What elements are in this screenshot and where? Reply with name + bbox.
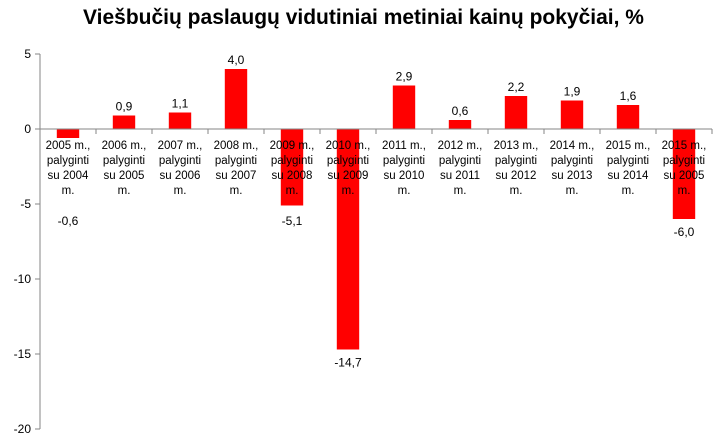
category-label: su 2012: [496, 170, 537, 182]
category-label: palyginti: [47, 155, 89, 167]
category-label: palyginti: [383, 155, 425, 167]
category-label: palyginti: [103, 155, 145, 167]
category-label: m.: [454, 185, 467, 197]
bar: [224, 69, 248, 129]
data-label: 1,9: [564, 85, 581, 99]
data-label: -5,1: [282, 214, 303, 228]
category-label: 2015 m.,: [606, 140, 651, 152]
y-tick-label: -10: [14, 272, 32, 286]
data-label: 1,6: [620, 89, 637, 103]
category-label: 2008 m.,: [214, 140, 259, 152]
category-label: palyginti: [663, 155, 705, 167]
data-label: 1,1: [172, 97, 189, 111]
bar: [168, 112, 192, 129]
category-label: 2007 m.,: [158, 140, 203, 152]
category-label: su 2009: [328, 170, 369, 182]
y-tick-label: -20: [14, 422, 32, 436]
category-label: 2012 m.,: [438, 140, 483, 152]
category-label: palyginti: [215, 155, 257, 167]
category-label: m.: [286, 185, 299, 197]
category-label: su 2008: [272, 170, 313, 182]
category-label: m.: [678, 185, 691, 197]
y-tick-label: -15: [14, 347, 32, 361]
category-label: m.: [398, 185, 411, 197]
bar: [448, 120, 472, 129]
category-label: 2013 m.,: [494, 140, 539, 152]
data-label: -0,6: [58, 214, 79, 228]
category-label: m.: [174, 185, 187, 197]
y-tick-label: 5: [24, 47, 31, 61]
bar: [280, 129, 304, 206]
data-label: 4,0: [228, 53, 245, 67]
data-label: 0,6: [452, 104, 469, 118]
y-tick-label: -5: [20, 197, 31, 211]
bar: [560, 100, 584, 129]
category-label: palyginti: [159, 155, 201, 167]
category-label: su 2010: [384, 170, 425, 182]
category-label: m.: [510, 185, 523, 197]
bar: [56, 129, 80, 138]
category-label: 2009 m.,: [270, 140, 315, 152]
category-label: m.: [118, 185, 131, 197]
category-label: su 2014: [608, 170, 650, 182]
data-label: 2,2: [508, 80, 525, 94]
bar: [112, 115, 136, 129]
data-label: 2,9: [396, 70, 413, 84]
category-label: palyginti: [607, 155, 649, 167]
category-label: palyginti: [327, 155, 369, 167]
category-label: m.: [622, 185, 635, 197]
category-label: m.: [230, 185, 243, 197]
category-label: 2005 m.,: [46, 140, 91, 152]
category-label: m.: [62, 185, 75, 197]
category-label: palyginti: [439, 155, 481, 167]
category-label: palyginti: [271, 155, 313, 167]
category-label: su 2011: [440, 170, 480, 182]
category-label: su 2013: [552, 170, 593, 182]
bar: [504, 96, 528, 129]
category-label: m.: [566, 185, 579, 197]
category-label: 2011 m.,: [382, 140, 426, 152]
category-label: su 2006: [160, 170, 201, 182]
bar: [392, 85, 416, 129]
category-label: m.: [342, 185, 355, 197]
category-label: 2014 m.,: [550, 140, 595, 152]
category-label: su 2005: [664, 170, 705, 182]
bar: [616, 105, 640, 129]
category-label: 2010 m.,: [326, 140, 371, 152]
category-label: palyginti: [551, 155, 593, 167]
chart-title: Viešbučių paslaugų vidutiniai metiniai k…: [83, 6, 644, 29]
bar: [336, 129, 360, 350]
category-label: 2015 m.,: [662, 140, 707, 152]
category-label: su 2004: [48, 170, 90, 182]
category-label: su 2007: [216, 170, 257, 182]
category-label: palyginti: [495, 155, 537, 167]
category-label: 2006 m.,: [102, 140, 147, 152]
data-label: -14,7: [334, 356, 362, 370]
bar: [672, 129, 696, 219]
data-label: -6,0: [674, 225, 695, 239]
data-label: 0,9: [116, 100, 133, 114]
category-label: su 2005: [104, 170, 145, 182]
y-tick-label: 0: [24, 122, 31, 136]
